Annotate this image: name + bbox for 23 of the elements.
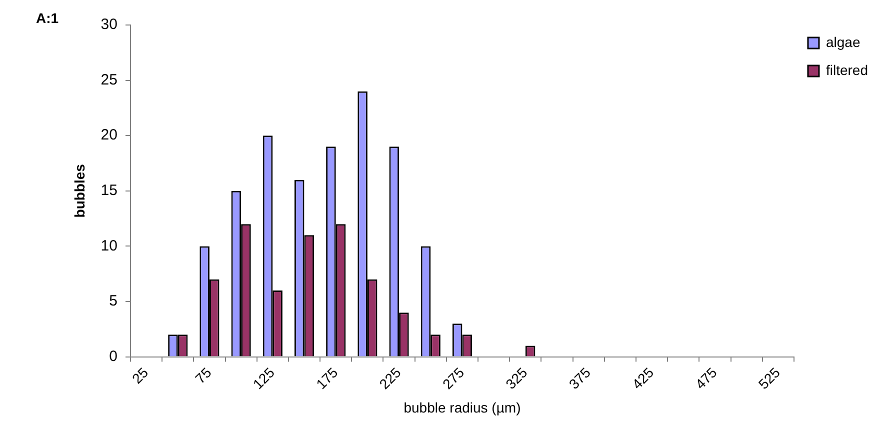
x-tick-label: 225 (376, 364, 404, 392)
x-tick-label: 75 (192, 364, 214, 387)
y-tick-label: 20 (100, 126, 118, 144)
x-tick-label: 425 (628, 364, 657, 392)
x-tick-label: 475 (692, 364, 720, 392)
y-tick-label: 0 (109, 348, 118, 365)
y-tick-label: 10 (100, 237, 118, 254)
y-tick-label: 5 (109, 292, 118, 310)
y-axis-title: bubbles (71, 164, 88, 218)
legend-label: algae (826, 34, 860, 50)
legend-label: filtered (826, 62, 868, 78)
y-tick-label: 15 (100, 182, 118, 200)
x-tick-label: 275 (439, 364, 468, 392)
x-axis-title: bubble radius (µm) (404, 399, 521, 416)
y-tick-label: 25 (100, 71, 118, 88)
x-tick-label: 125 (250, 364, 278, 392)
y-tick-label: 30 (100, 16, 118, 34)
x-tick-label: 375 (566, 364, 594, 392)
x-tick-label: 175 (312, 364, 341, 392)
x-tick-label: 525 (755, 364, 784, 392)
x-tick-label: 25 (128, 364, 152, 387)
text: A:1 (36, 10, 59, 26)
x-tick-label: 325 (502, 364, 530, 392)
